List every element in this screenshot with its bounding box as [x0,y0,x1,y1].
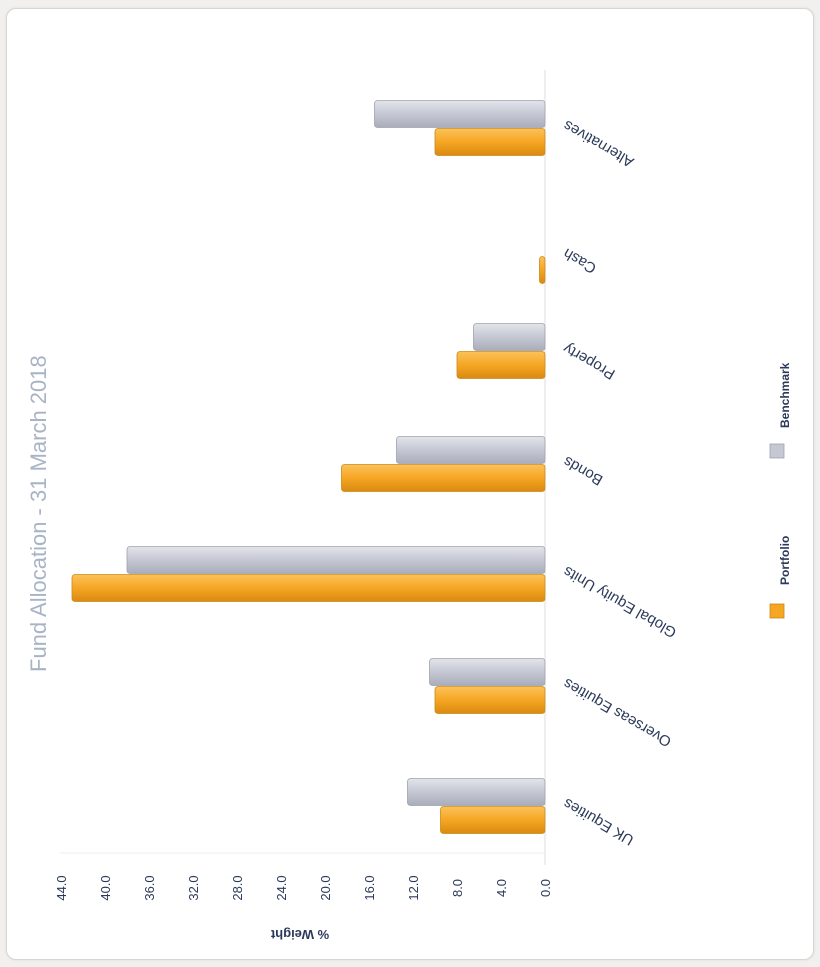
y-tick-label: 44.0 [54,875,69,900]
category-label: UK Equities [561,795,637,849]
bars-group [71,100,546,834]
bar-benchmark-property [473,323,546,351]
bar-benchmark-overseas-equities [429,658,546,686]
legend-label-portfolio: Portfolio [778,536,792,585]
y-tick-label: 0.0 [538,879,553,897]
y-tick-label: 28.0 [230,875,245,900]
bar-portfolio-alternatives [434,128,546,156]
bar-portfolio-global-equity-units [71,574,546,602]
legend: Portfolio Benchmark [769,362,792,619]
y-tick-label: 16.0 [362,875,377,900]
category-label: Bonds [561,453,606,489]
category-label: Overseas Equities [561,675,675,751]
plot-area: UK Equities Overseas Equities Global Equit… [60,70,679,865]
category-labels: UK Equities Overseas Equities Global Equit… [560,117,679,849]
y-tick-label: 4.0 [494,879,509,897]
bar-portfolio-bonds [341,464,546,492]
y-tick-label: 24.0 [274,875,289,900]
bar-benchmark-global-equity-units [126,546,546,574]
bar-portfolio-cash [539,256,546,284]
legend-swatch-benchmark [769,443,785,459]
bar-portfolio-overseas-equities [434,686,546,714]
category-label: Cash [561,245,600,277]
category-label: Global Equity Units [561,563,680,642]
bar-portfolio-uk-equities [440,806,546,834]
category-label: Property [560,339,618,382]
y-tick-label: 40.0 [98,875,113,900]
bar-benchmark-bonds [396,436,546,464]
bar-benchmark-alternatives [374,100,546,128]
y-tick-label: 20.0 [318,875,333,900]
y-tick-label: 36.0 [142,875,157,900]
bar-benchmark-uk-equities [407,778,546,806]
legend-label-benchmark: Benchmark [778,362,792,428]
chart-title: Fund Allocation - 31 March 2018 [26,355,51,672]
y-tick-label: 8.0 [450,879,465,897]
y-tick-label: 32.0 [186,875,201,900]
category-label: Alternatives [561,117,637,171]
y-axis-ticks: 0.0 4.0 8.0 12.0 16.0 20.0 24.0 28.0 32.0 36.0 40.… [54,875,553,900]
y-axis-label: % Weight [270,927,329,942]
legend-swatch-portfolio [769,603,785,619]
bar-portfolio-property [456,351,546,379]
y-tick-label: 12.0 [406,875,421,900]
